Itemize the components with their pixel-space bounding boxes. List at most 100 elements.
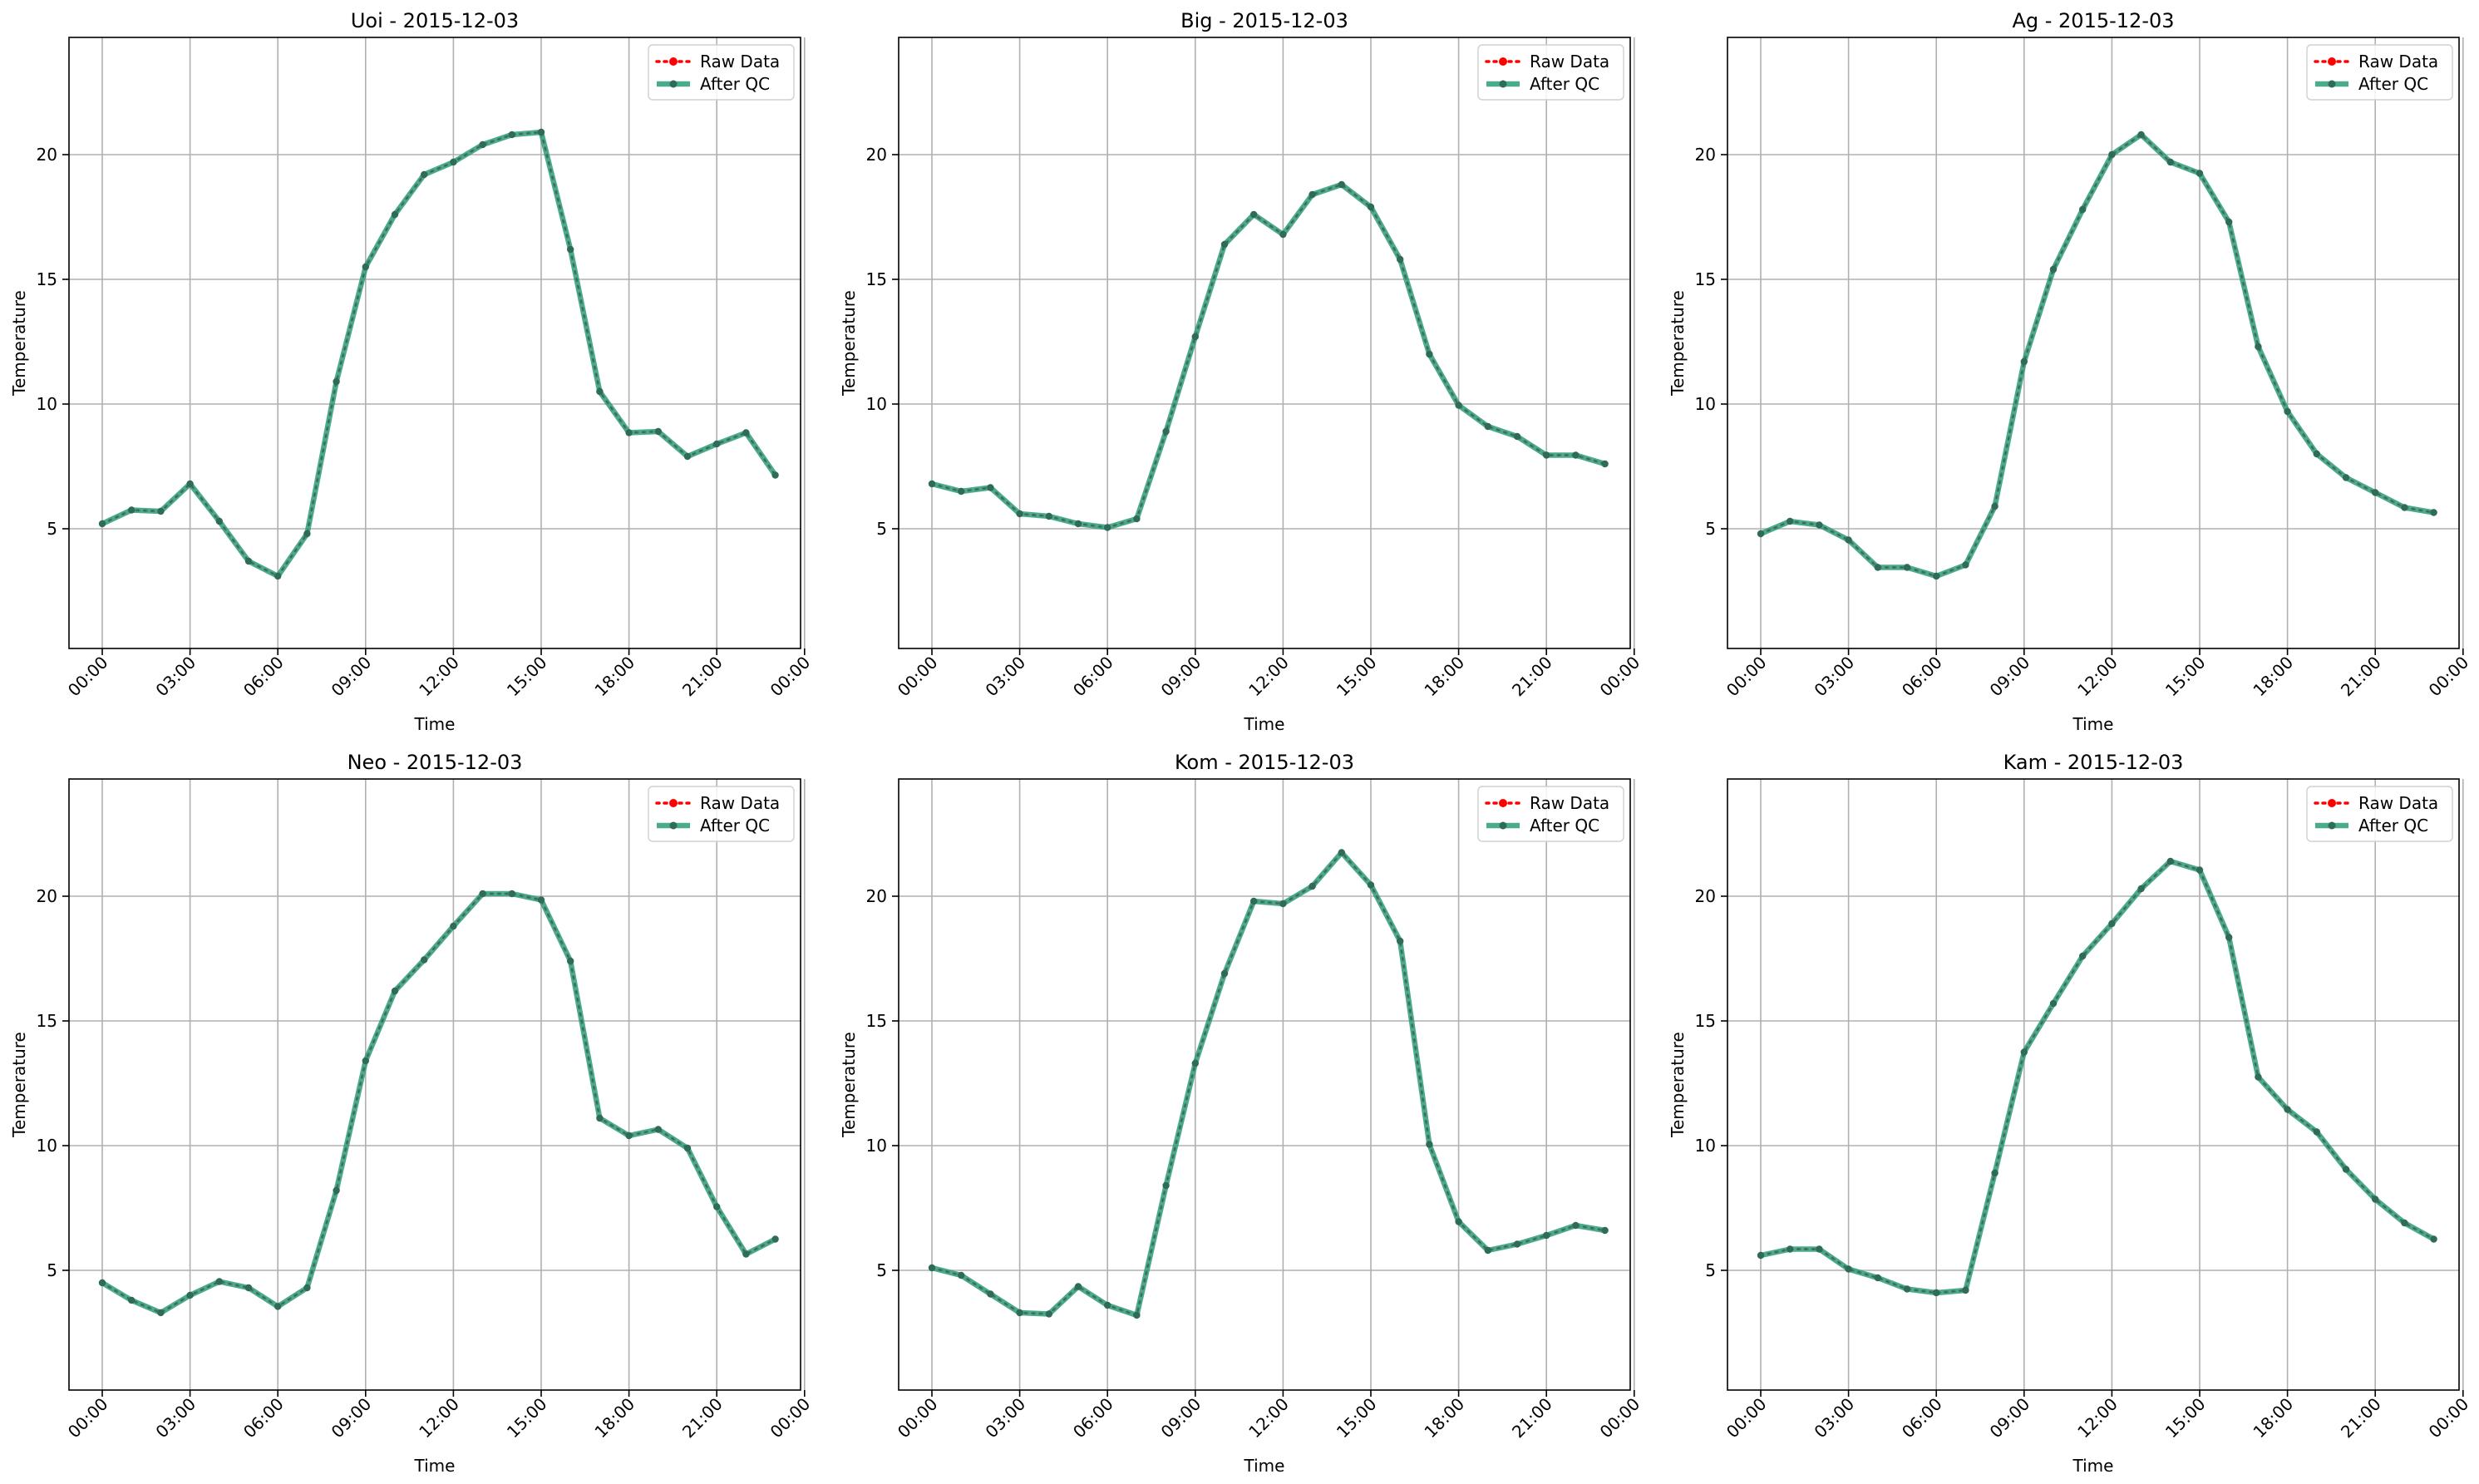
x-tick-label: 09:00: [328, 1394, 376, 1442]
data-point: [1397, 255, 1404, 264]
subplot-title: Neo - 2015-12-03: [347, 751, 523, 774]
data-point: [186, 480, 194, 488]
subplot-2: 5 10 15 20 00:00 03:00 06:00 09:00 12:00 15:00 18:…: [839, 9, 1644, 734]
data-point: [128, 506, 136, 514]
subplot-5: 5 10 15 20 00:00 03:00 06:00 09:00 12:00 15:00 18:…: [839, 751, 1644, 1476]
x-axis-label: Time: [414, 1456, 456, 1476]
x-axis: 00:00 03:00 06:00 09:00 12:00 15:00 18:00 21:00…: [894, 1390, 1644, 1442]
data-point: [1308, 190, 1316, 199]
data-point: [2049, 999, 2058, 1008]
x-tick-label: 09:00: [1157, 1394, 1205, 1442]
data-point: [1104, 1301, 1111, 1309]
x-tick-label: 00:00: [766, 1394, 815, 1442]
y-axis-label: Temperature: [839, 1032, 859, 1138]
data-point: [1045, 1310, 1053, 1318]
x-tick-label: 00:00: [2425, 1394, 2473, 1442]
subplot-title: Big - 2015-12-03: [1180, 9, 1348, 32]
x-axis-label: Time: [1244, 1456, 1285, 1476]
data-point: [1933, 572, 1940, 580]
x-axis-label: Time: [2072, 1456, 2114, 1476]
data-point: [186, 1291, 194, 1299]
x-tick-label: 00:00: [2425, 653, 2473, 701]
data-point: [2049, 265, 2058, 274]
data-point: [450, 158, 457, 166]
data-point: [2342, 474, 2350, 481]
raw-data-overlay-line: [1760, 860, 2435, 1294]
x-tick-label: 15:00: [503, 1394, 551, 1442]
data-point: [537, 896, 545, 904]
legend-qc-label: After QC: [1530, 816, 1599, 836]
data-point: [683, 452, 692, 461]
x-axis-label: Time: [2072, 714, 2114, 734]
x-tick-label: 03:00: [1810, 653, 1858, 701]
data-point: [2401, 504, 2408, 511]
data-points: [98, 128, 779, 580]
data-point: [1162, 427, 1170, 436]
data-point: [567, 957, 574, 965]
y-tick-label: 5: [1705, 1260, 1716, 1280]
data-point: [391, 210, 399, 219]
subplot-title: Ag - 2015-12-03: [2012, 9, 2174, 32]
data-point: [537, 128, 545, 136]
y-axis-label: Temperature: [9, 290, 29, 397]
data-point: [2401, 1219, 2408, 1227]
y-tick-label: 20: [866, 145, 887, 165]
data-point: [1426, 1141, 1433, 1148]
data-point: [713, 440, 721, 448]
after-qc-line: [101, 890, 777, 1316]
y-tick-label: 10: [1695, 1136, 1716, 1156]
legend-qc-label: After QC: [700, 74, 770, 94]
x-tick-label: 06:00: [239, 653, 288, 701]
y-axis-label: Temperature: [1668, 290, 1688, 397]
data-point: [567, 245, 574, 254]
y-axis-label: Temperature: [839, 290, 859, 397]
data-points: [928, 849, 1609, 1319]
legend-raw-label: Raw Data: [2358, 793, 2438, 813]
data-point: [1455, 1218, 1462, 1225]
data-point: [1572, 451, 1580, 459]
y-axis: 5 10 15 20: [1695, 145, 1727, 539]
data-points: [1757, 131, 2437, 580]
data-point: [1074, 520, 1082, 528]
x-tick-label: 12:00: [2073, 1394, 2122, 1442]
x-tick-label: 18:00: [1420, 653, 1468, 701]
data-point: [1874, 1274, 1881, 1282]
legend-raw-label: Raw Data: [700, 52, 780, 71]
y-axis: 5 10 15 20: [37, 145, 69, 539]
raw-data-overlay-line: [931, 850, 1606, 1317]
data-point: [1367, 881, 1375, 889]
data-point: [1845, 536, 1852, 544]
legend-qc-marker: [669, 821, 678, 830]
legend: Raw Data After QC: [1477, 786, 1624, 842]
data-point: [2255, 343, 2262, 351]
raw-data-line: [101, 131, 777, 578]
raw-data-line: [1759, 860, 2436, 1294]
x-tick-label: 09:00: [328, 653, 376, 701]
data-point: [742, 429, 750, 436]
x-tick-label: 15:00: [503, 653, 551, 701]
data-point: [625, 1131, 633, 1140]
subplot-6: 5 10 15 20 00:00 03:00 06:00 09:00 12:00 15:00 18:…: [1668, 751, 2472, 1476]
data-point: [1367, 203, 1375, 211]
data-point: [1757, 1251, 1765, 1260]
y-tick-label: 10: [37, 394, 57, 414]
data-point: [771, 1235, 779, 1243]
x-tick-label: 03:00: [981, 653, 1029, 701]
data-point: [1991, 1169, 1998, 1177]
x-tick-label: 03:00: [1810, 1394, 1858, 1442]
data-point: [333, 377, 340, 386]
legend-raw-marker: [1499, 799, 1507, 807]
x-tick-label: 18:00: [2249, 1394, 2297, 1442]
x-tick-label: 15:00: [2161, 1394, 2210, 1442]
grid-lines: [899, 37, 1635, 648]
subplot-3: 5 10 15 20 00:00 03:00 06:00 09:00 12:00 15:00 18:…: [1668, 9, 2472, 734]
legend-qc-marker: [669, 80, 678, 88]
data-point: [742, 1250, 750, 1258]
legend-qc-marker: [1499, 821, 1507, 830]
x-tick-label: 18:00: [1420, 1394, 1468, 1442]
legend: Raw Data After QC: [1477, 44, 1624, 101]
y-axis: 5 10 15 20: [866, 145, 899, 539]
x-tick-label: 15:00: [1333, 1394, 1381, 1442]
x-tick-label: 00:00: [1596, 653, 1644, 701]
subplot-4: 5 10 15 20 00:00 03:00 06:00 09:00 12:00 15:00 18:…: [9, 751, 814, 1476]
